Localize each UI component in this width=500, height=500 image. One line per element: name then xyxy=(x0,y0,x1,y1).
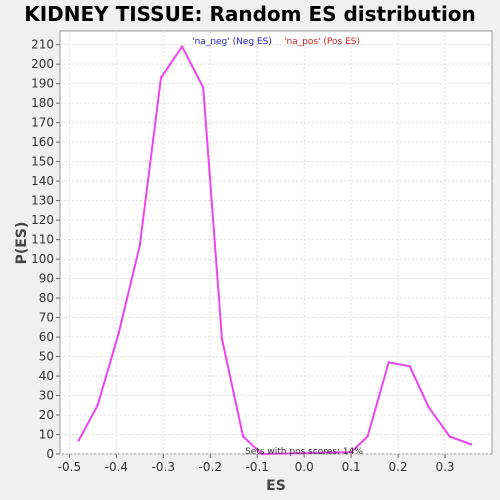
x-tick-label: -0.4 xyxy=(105,460,128,474)
es-data-point xyxy=(408,365,412,368)
y-tick-label: 50 xyxy=(39,350,54,364)
y-tick-label: 170 xyxy=(31,116,54,130)
x-tick-label: 0.1 xyxy=(342,460,361,474)
es-data-point xyxy=(202,86,205,89)
y-tick-label: 40 xyxy=(39,369,54,383)
es-data-point xyxy=(427,406,430,409)
plot-area xyxy=(59,30,493,455)
es-data-point xyxy=(180,45,184,48)
es-data-point xyxy=(387,361,390,364)
x-axis: -0.5 -0.4 -0.3 -0.2 -0.1 0.0 0.1 0.2 0.3 xyxy=(58,454,455,474)
es-data-point xyxy=(117,331,120,335)
es-data-point xyxy=(138,244,142,247)
y-tick-label: 140 xyxy=(31,174,54,188)
y-tick-label: 120 xyxy=(31,213,54,227)
es-data-point xyxy=(469,443,473,446)
es-data-point xyxy=(241,435,245,438)
y-tick-label: 100 xyxy=(31,252,54,266)
x-tick-label: -0.5 xyxy=(58,460,81,474)
pos-scores-annotation: Sets with pos scores: 14% xyxy=(245,447,363,457)
es-data-point xyxy=(260,452,264,456)
y-tick-label: 190 xyxy=(31,77,54,91)
y-tick-label: 20 xyxy=(39,408,54,422)
y-tick-label: 80 xyxy=(39,291,54,305)
chart-title: KIDNEY TISSUE: Random ES distribution xyxy=(24,2,476,26)
y-tick-label: 160 xyxy=(31,135,54,149)
y-axis-label: P(ES) xyxy=(14,222,30,265)
y-tick-label: 180 xyxy=(31,96,54,110)
y-tick-label: 10 xyxy=(39,428,54,442)
series-layer xyxy=(77,45,473,456)
x-tick-label: -0.2 xyxy=(199,460,222,474)
es-data-point xyxy=(448,435,451,438)
x-tick-label: 0.3 xyxy=(435,460,454,474)
y-tick-label: 110 xyxy=(31,233,54,247)
x-axis-label: ES xyxy=(266,478,286,494)
y-tick-label: 60 xyxy=(39,330,54,344)
es-data-point xyxy=(366,435,369,438)
y-axis: 0 10 20 30 40 50 60 70 80 90 100 110 120 130 140 150 160… xyxy=(31,38,60,461)
x-tick-label: 0.2 xyxy=(389,460,408,474)
x-tick-label: -0.1 xyxy=(246,460,269,474)
es-data-point xyxy=(220,337,224,341)
y-tick-label: 70 xyxy=(39,311,54,325)
y-tick-label: 0 xyxy=(46,447,54,461)
y-tick-label: 200 xyxy=(31,57,54,71)
grid xyxy=(60,31,492,455)
x-tick-label: -0.3 xyxy=(152,460,175,474)
y-tick-label: 210 xyxy=(31,38,54,52)
y-tick-label: 130 xyxy=(31,194,54,208)
es-data-point xyxy=(349,450,353,454)
x-tick-label: 0.0 xyxy=(295,460,314,474)
es-data-point xyxy=(159,76,163,79)
es-data-point xyxy=(77,439,80,442)
y-tick-label: 90 xyxy=(39,272,54,286)
y-tick-label: 30 xyxy=(39,389,54,403)
y-tick-label: 150 xyxy=(31,155,54,169)
legend-pos-es: 'na_pos' (Pos ES) xyxy=(284,37,360,47)
legend-neg-es: 'na_neg' (Neg ES) xyxy=(192,37,272,47)
es-data-point xyxy=(96,404,99,407)
